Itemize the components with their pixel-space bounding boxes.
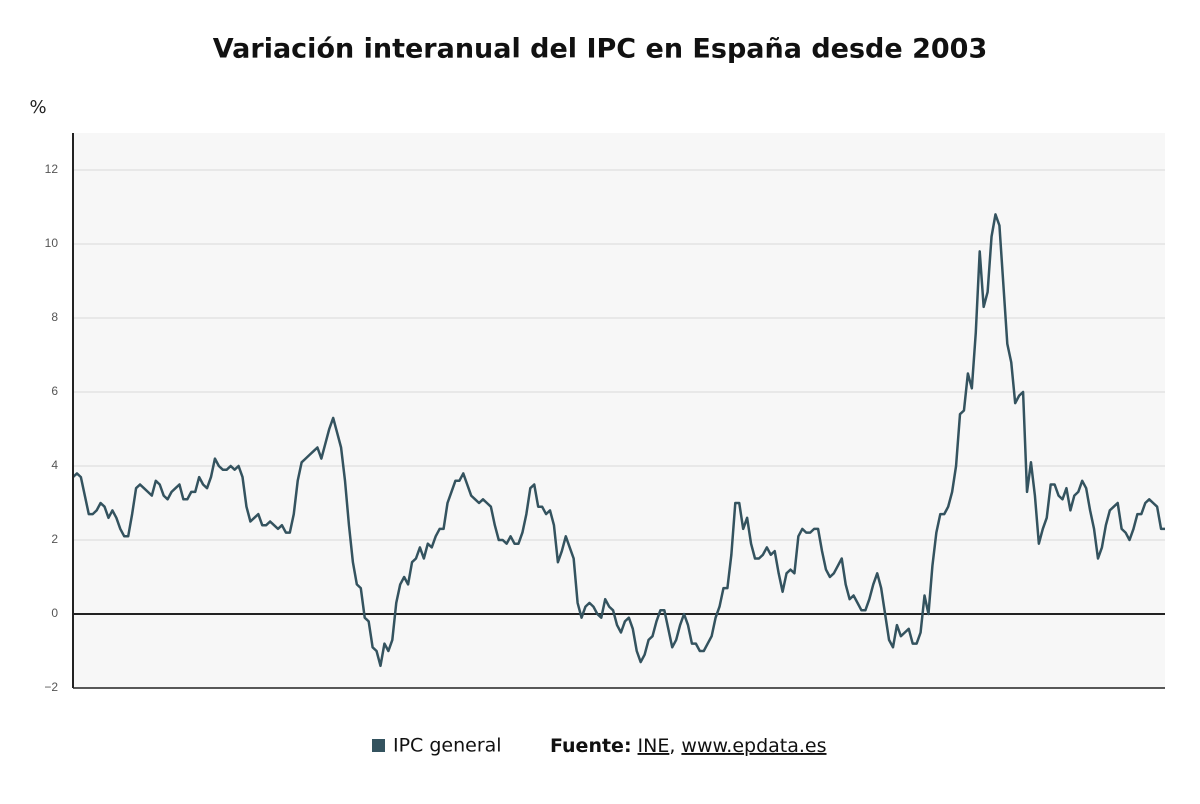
plot-area: [73, 133, 1165, 688]
source: Fuente: INE, www.epdata.es: [550, 735, 827, 757]
legend-swatch: [372, 739, 385, 752]
y-tick-label: 10: [45, 236, 59, 250]
legend-label: IPC general: [393, 735, 502, 757]
y-tick-label: 0: [51, 606, 58, 620]
y-tick-label: 8: [51, 310, 58, 324]
y-tick-label: −2: [44, 680, 58, 694]
y-axis-label: %: [29, 97, 46, 118]
y-tick-label: 4: [51, 458, 58, 472]
data-line: [72, 213, 1165, 668]
y-tick-label: 6: [51, 384, 58, 398]
source-separator: ,: [669, 735, 675, 757]
source-link[interactable]: www.epdata.es: [681, 735, 826, 757]
source-label: Fuente:: [550, 735, 632, 757]
chart-title: Variación interanual del IPC en España d…: [213, 34, 987, 65]
y-tick-label: 2: [51, 532, 58, 546]
source-link[interactable]: INE: [638, 735, 670, 757]
y-tick-label: 12: [45, 162, 59, 176]
